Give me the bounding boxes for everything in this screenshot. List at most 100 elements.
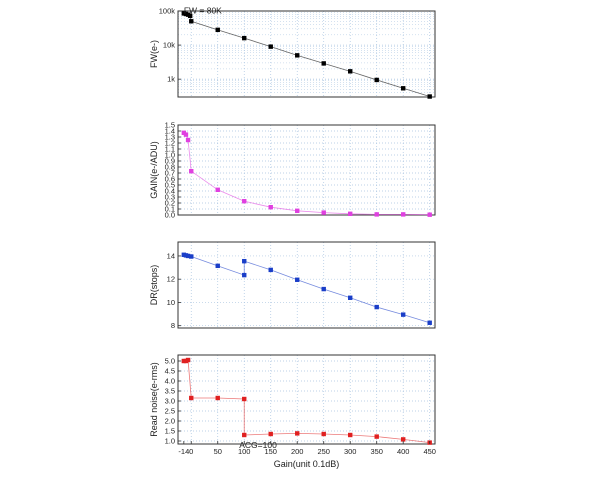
data-point (321, 286, 326, 292)
data-point (348, 211, 353, 216)
x-tick-label: 50 (214, 447, 222, 456)
plot-frame (177, 10, 436, 98)
data-point (242, 35, 247, 41)
data-point (189, 254, 194, 259)
x-tick-label: 0 (189, 447, 193, 456)
data-point (321, 431, 326, 437)
y-tick-label: 1k (167, 75, 175, 84)
series-line (183, 13, 430, 97)
data-point (189, 395, 194, 401)
x-tick-label: 400 (397, 447, 410, 456)
data-point (401, 86, 406, 91)
x-tick-label: 150 (264, 447, 277, 456)
x-tick-label: -14 (178, 447, 189, 456)
data-point (189, 169, 194, 174)
x-tick-label: 350 (370, 447, 383, 456)
annotation: FW = 80K (184, 5, 222, 15)
data-point (321, 61, 326, 66)
y-tick-label: 1.0 (165, 151, 175, 160)
y-tick-label: 0.9 (165, 157, 175, 166)
data-point (242, 258, 247, 264)
data-point (427, 320, 432, 325)
data-point (268, 205, 273, 210)
data-point (295, 431, 300, 436)
y-tick-label: 4.5 (165, 367, 175, 376)
y-tick-label: 100k (159, 7, 176, 16)
data-point (348, 69, 353, 74)
panel-2: 0.00.10.20.30.40.50.60.70.80.91.01.11.21… (149, 121, 436, 220)
y-tick-label: 8 (171, 321, 175, 330)
x-tick-label: 200 (291, 447, 304, 456)
y-tick-label: 0.8 (165, 163, 175, 172)
y-tick-label: 0.5 (165, 181, 175, 190)
data-point (242, 432, 247, 438)
series-line (183, 254, 430, 324)
data-point (215, 187, 220, 192)
y-axis-label: Read noise(e-rms) (149, 362, 159, 437)
y-axis-label: GAIN(e-/ADU) (149, 141, 159, 199)
plot-frame (177, 354, 436, 445)
data-point (348, 432, 353, 438)
y-tick-label: 0.2 (165, 199, 175, 208)
data-point (401, 312, 406, 317)
plot-frame (177, 124, 436, 216)
x-tick-label: 250 (317, 447, 330, 456)
x-tick-label: 450 (423, 447, 436, 456)
data-point (268, 44, 273, 49)
data-point (295, 208, 300, 213)
data-point (374, 212, 379, 217)
data-point (242, 396, 247, 402)
y-tick-label: 0.0 (165, 211, 175, 220)
data-point (242, 272, 247, 278)
y-tick-label: 1.3 (165, 133, 175, 142)
series-line (183, 132, 430, 216)
y-tick-label: 10 (167, 298, 175, 307)
y-tick-label: 3.5 (165, 387, 175, 396)
data-point (215, 263, 220, 269)
y-tick-label: 1.0 (165, 437, 175, 446)
data-point (295, 277, 300, 282)
plot-frame (177, 241, 436, 329)
y-tick-label: 12 (167, 275, 175, 284)
data-point (183, 132, 189, 137)
y-tick-label: 0.7 (165, 169, 175, 178)
x-tick-label: 300 (344, 447, 357, 456)
data-point (215, 395, 220, 401)
y-tick-label: 1.5 (165, 427, 175, 436)
data-point (215, 27, 220, 33)
y-tick-label: 0.4 (165, 187, 175, 196)
x-axis-label: Gain(unit 0.1dB) (274, 459, 340, 469)
y-tick-label: 0.1 (165, 205, 175, 214)
y-tick-label: 1.2 (165, 139, 175, 148)
y-tick-label: 14 (167, 251, 175, 260)
data-point (268, 431, 273, 437)
y-tick-label: 0.6 (165, 175, 175, 184)
y-tick-label: 10k (163, 41, 175, 50)
panel-4: 1.01.52.02.53.03.54.04.55.0 Read noise(e-… (149, 354, 436, 469)
y-axis-label: FW(e-) (149, 40, 159, 68)
data-point (348, 295, 353, 300)
y-tick-label: 5.0 (165, 357, 175, 366)
y-tick-label: 2.5 (165, 407, 175, 416)
panel-1: 1k 10k 100k FW(e-) FW = 80K (149, 5, 436, 99)
data-point (268, 267, 273, 273)
data-point (185, 357, 191, 363)
series-line (183, 359, 430, 443)
data-point (185, 137, 191, 143)
data-point (295, 53, 300, 58)
y-tick-label: 0.3 (165, 193, 175, 202)
data-point (185, 253, 191, 259)
data-point (242, 199, 247, 204)
y-tick-label: 4.0 (165, 377, 175, 386)
y-tick-label: 3.0 (165, 397, 175, 406)
data-point (374, 434, 379, 439)
data-point (401, 212, 406, 217)
y-tick-label: 1.1 (165, 145, 175, 154)
panel-3: 8 10 12 14 DR(stops) (149, 241, 436, 330)
data-point (374, 304, 379, 310)
data-point (427, 94, 432, 99)
data-point (187, 13, 193, 19)
data-point (374, 77, 379, 83)
x-tick-label: 100 (238, 447, 251, 456)
